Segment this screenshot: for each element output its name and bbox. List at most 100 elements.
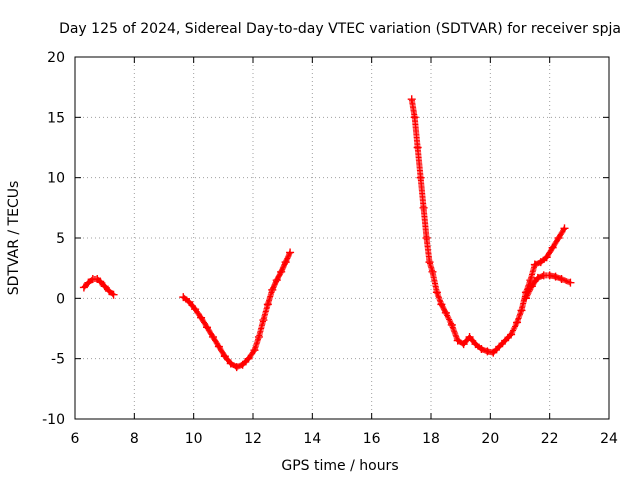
data-point xyxy=(459,340,468,349)
series-trail xyxy=(81,280,91,290)
data-point xyxy=(179,293,188,302)
data-point xyxy=(410,113,419,122)
data-point xyxy=(84,278,93,287)
data-point xyxy=(477,345,486,354)
x-tick-label: 6 xyxy=(71,431,80,447)
data-point xyxy=(416,173,425,182)
series-trail xyxy=(210,335,222,349)
data-series xyxy=(79,95,575,372)
series-segment-2 xyxy=(179,248,295,372)
series-trail xyxy=(467,334,478,347)
series-trail xyxy=(240,356,251,367)
data-point xyxy=(527,282,536,291)
chart-title: Day 125 of 2024, Sidereal Day-to-day VTE… xyxy=(59,21,621,37)
data-point xyxy=(232,363,241,372)
data-point xyxy=(105,287,114,296)
series-trail xyxy=(503,332,514,343)
data-point xyxy=(238,360,247,369)
series-trail xyxy=(102,284,112,294)
data-point xyxy=(437,300,446,309)
series-trail xyxy=(414,145,424,180)
series-trail xyxy=(497,338,508,349)
data-point xyxy=(281,258,290,267)
series-trail xyxy=(198,315,210,330)
y-axis-label: SDTVAR / TECUs xyxy=(6,181,22,296)
series-trail xyxy=(411,115,421,150)
data-point xyxy=(432,288,441,297)
data-point xyxy=(79,283,88,292)
data-point xyxy=(441,308,450,317)
data-point xyxy=(203,323,212,332)
series-trail xyxy=(86,276,95,285)
data-point xyxy=(422,234,431,242)
series-trail xyxy=(256,318,267,339)
y-tick-label: -10 xyxy=(42,412,65,428)
data-point xyxy=(191,305,200,314)
series-trail xyxy=(408,97,418,119)
x-tick-label: 18 xyxy=(422,431,440,447)
data-point xyxy=(413,143,422,152)
data-point xyxy=(220,352,229,361)
series-trail xyxy=(98,279,107,289)
data-point xyxy=(566,278,575,287)
data-point xyxy=(286,248,295,257)
data-point xyxy=(428,267,437,276)
data-point xyxy=(526,276,535,285)
data-point xyxy=(185,297,194,306)
data-point xyxy=(268,285,277,294)
data-point xyxy=(277,267,286,276)
series-trail xyxy=(423,236,433,264)
data-point xyxy=(96,277,105,286)
series-trail xyxy=(204,325,216,339)
data-point xyxy=(453,336,462,345)
data-point xyxy=(197,313,206,322)
series-trail xyxy=(216,344,228,359)
series-trail xyxy=(538,255,549,265)
data-point xyxy=(501,336,510,345)
data-point xyxy=(551,272,560,281)
series-trail xyxy=(544,245,555,260)
x-tick-label: 20 xyxy=(481,431,499,447)
data-point xyxy=(554,234,563,242)
data-point xyxy=(513,318,522,327)
series-trail xyxy=(550,236,561,250)
data-point xyxy=(536,258,545,267)
y-tick-label: 20 xyxy=(47,50,65,66)
series-trail xyxy=(260,302,271,322)
data-point xyxy=(447,320,456,329)
data-point xyxy=(517,306,526,315)
series-trail xyxy=(181,294,192,305)
data-point xyxy=(109,290,118,299)
series-trail xyxy=(222,354,233,366)
data-point xyxy=(521,294,530,303)
x-tick-label: 22 xyxy=(541,431,559,447)
data-point xyxy=(530,260,539,269)
data-point xyxy=(507,330,516,339)
x-tick-label: 12 xyxy=(244,431,262,447)
series-segment-1 xyxy=(79,275,118,299)
data-point xyxy=(254,332,263,341)
y-tick-label: -5 xyxy=(51,352,65,368)
series-trail xyxy=(556,226,567,240)
series-trail xyxy=(192,307,204,320)
axis-ticks: 6 8 10 12 14 16 18 20 22 24 -10 -5 0 5 10 15 20 xyxy=(42,50,618,447)
series-trail xyxy=(95,276,103,284)
x-tick-label: 10 xyxy=(185,431,203,447)
x-tick-label: 8 xyxy=(130,431,139,447)
y-tick-label: 15 xyxy=(47,110,65,126)
series-trail xyxy=(107,288,116,297)
data-point xyxy=(407,95,416,104)
x-tick-label: 14 xyxy=(303,431,321,447)
y-tick-label: 10 xyxy=(47,171,65,187)
y-tick-label: 5 xyxy=(56,231,65,247)
data-point xyxy=(259,316,268,325)
data-point xyxy=(272,276,281,285)
data-point xyxy=(419,203,428,212)
data-point xyxy=(533,273,542,282)
series-trail xyxy=(529,276,540,289)
data-point xyxy=(557,275,566,284)
series-trail xyxy=(473,341,484,352)
data-point xyxy=(425,258,434,267)
series-trail xyxy=(420,206,430,240)
